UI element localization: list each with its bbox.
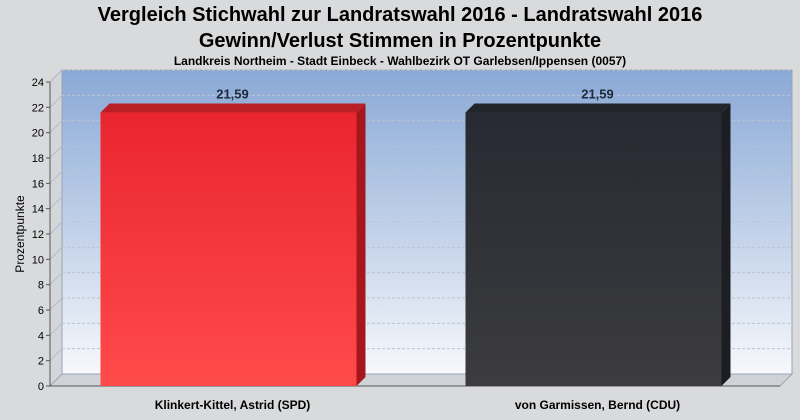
y-tick-label: 20 xyxy=(32,128,44,140)
gridline-side xyxy=(49,348,63,362)
bar-top xyxy=(465,103,731,113)
gridline-side xyxy=(49,272,63,286)
gridline-side xyxy=(49,69,63,83)
y-tick-label: 2 xyxy=(38,356,44,368)
gridline-side xyxy=(49,221,63,235)
gridline-side xyxy=(49,170,63,184)
chart-title: Vergleich Stichwahl zur Landratswahl 201… xyxy=(97,4,703,26)
bar-side xyxy=(356,103,366,386)
data-label: 21,59 xyxy=(216,87,249,102)
labels-layer: 21,59 Klinkert-Kittel, Astrid (SPD) 21,59 v… xyxy=(155,87,680,412)
chart-subtitle-region: Landkreis Northeim - Stadt Einbeck - Wah… xyxy=(173,54,627,68)
gridline-side xyxy=(49,120,63,134)
gridline-side xyxy=(49,94,63,108)
y-tick-label: 22 xyxy=(32,102,44,114)
y-tick-label: 8 xyxy=(38,280,44,292)
y-tick-label: 0 xyxy=(38,381,44,393)
bar xyxy=(465,112,722,386)
gridline-side xyxy=(49,145,63,159)
gridline-side xyxy=(49,297,63,311)
bars-layer xyxy=(100,103,731,386)
chart-subtitle: Gewinn/Verlust Stimmen in Prozentpunkte xyxy=(198,30,602,52)
x-category-label: Klinkert-Kittel, Astrid (SPD) xyxy=(155,398,311,412)
y-tick-label: 24 xyxy=(32,77,44,89)
y-axis-label: Prozentpunkte xyxy=(13,195,27,273)
gridline-side xyxy=(49,322,63,336)
y-tick-label: 6 xyxy=(38,305,44,317)
bar-top xyxy=(100,103,366,113)
y-tick-label: 12 xyxy=(32,229,44,241)
x-category-label: von Garmissen, Bernd (CDU) xyxy=(515,398,680,412)
gridline-side xyxy=(49,196,63,210)
y-tick-label: 14 xyxy=(32,204,44,216)
y-tick-label: 10 xyxy=(32,254,44,266)
gridline-side xyxy=(49,246,63,260)
y-tick-label: 16 xyxy=(32,178,44,190)
y-tick-label: 4 xyxy=(38,330,44,342)
data-label: 21,59 xyxy=(581,87,614,102)
y-tick-label: 18 xyxy=(32,153,44,165)
bar xyxy=(100,112,357,386)
bar-side xyxy=(721,103,731,386)
